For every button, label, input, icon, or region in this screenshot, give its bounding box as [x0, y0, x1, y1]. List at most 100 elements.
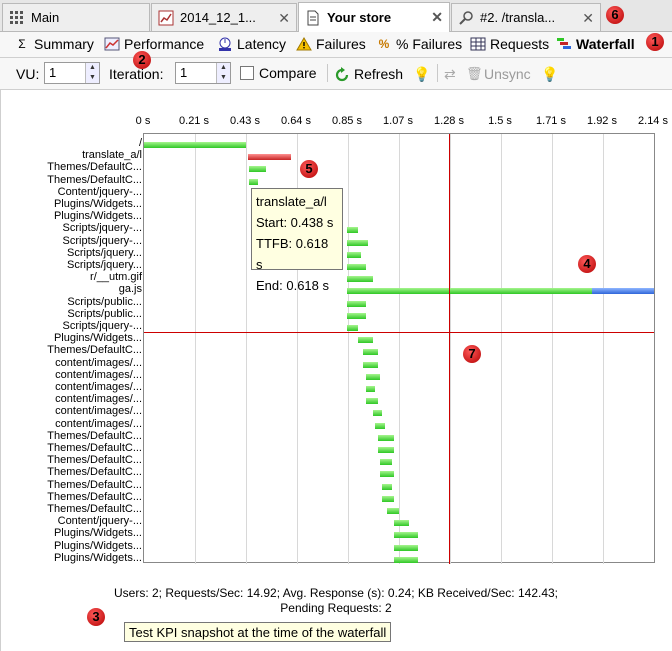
request-row-label[interactable]: Plugins/Widgets...	[53, 332, 142, 345]
request-bar[interactable]	[248, 166, 266, 173]
request-bar[interactable]	[394, 556, 419, 563]
request-bar[interactable]	[365, 398, 378, 405]
vu-stepper[interactable]: 1 ▲ ▼	[44, 62, 100, 84]
tab-report[interactable]: 2014_12_1... ✕	[151, 3, 297, 31]
close-icon[interactable]: ✕	[582, 10, 594, 26]
request-bar[interactable]	[358, 337, 373, 344]
request-row-label[interactable]: content/images/...	[55, 368, 142, 381]
request-row-label[interactable]: Themes/DefaultC...	[47, 173, 142, 186]
request-row-label[interactable]: content/images/...	[55, 381, 142, 393]
request-bar[interactable]	[363, 361, 378, 368]
lightbulb-icon[interactable]: 💡	[541, 66, 559, 82]
request-row-label[interactable]: Scripts/jquery...	[67, 246, 142, 259]
request-row-label[interactable]: r/__utm.gif	[90, 271, 142, 284]
request-row-label[interactable]: Plugins/Widgets...	[53, 210, 142, 223]
request-bar[interactable]	[346, 312, 366, 319]
x-gridline	[399, 134, 400, 564]
report-icon	[158, 10, 174, 26]
request-row-label[interactable]: content/images/...	[55, 417, 142, 430]
request-bar[interactable]	[365, 386, 376, 392]
request-row-label[interactable]: Themes/DefaultC...	[47, 478, 142, 491]
request-row-label[interactable]: Scripts/jquery-...	[62, 320, 142, 332]
request-bar[interactable]	[248, 178, 259, 185]
request-bar[interactable]	[346, 264, 366, 270]
request-bar[interactable]	[394, 520, 409, 527]
pct-failures-button[interactable]: % % Failures	[376, 36, 462, 52]
request-row-label[interactable]: Themes/DefaultC...	[47, 161, 142, 174]
lightbulb-icon[interactable]: 💡	[413, 66, 431, 82]
request-row-label[interactable]: Themes/DefaultC...	[47, 503, 142, 515]
request-bar[interactable]	[382, 483, 392, 490]
request-row-label[interactable]: Plugins/Widgets...	[53, 198, 142, 210]
requests-button[interactable]: Requests	[470, 36, 549, 52]
iteration-stepper[interactable]: 1 ▲ ▼	[175, 62, 231, 84]
tab-main[interactable]: Main	[2, 3, 150, 31]
close-icon[interactable]: ✕	[431, 9, 443, 25]
request-row-label[interactable]: Content/jquery-...	[57, 185, 142, 198]
tab-translate[interactable]: #2. /transla... ✕	[451, 3, 601, 31]
request-bar[interactable]	[346, 300, 366, 307]
request-bar[interactable]	[346, 276, 373, 283]
request-row-label[interactable]: content/images/...	[55, 405, 142, 418]
compare-checkbox[interactable]	[240, 66, 254, 80]
request-row-label[interactable]: Themes/DefaultC...	[47, 454, 142, 467]
request-bar[interactable]	[379, 459, 392, 466]
waterfall-button[interactable]: Waterfall	[556, 36, 635, 52]
request-bar[interactable]	[379, 471, 395, 478]
waterfall-plot[interactable]	[143, 133, 655, 564]
request-row-label[interactable]: Scripts/public...	[67, 295, 142, 308]
request-row-label[interactable]: Themes/DefaultC...	[47, 466, 142, 479]
request-row-label[interactable]: content/images/...	[55, 356, 142, 369]
request-bar[interactable]	[372, 410, 383, 417]
request-row-label[interactable]: Scripts/jquery-...	[62, 222, 142, 235]
request-row-label[interactable]: /	[138, 137, 142, 149]
request-row-label[interactable]: ga.js	[118, 283, 142, 296]
performance-label: Performance	[124, 36, 205, 52]
x-tick-label: 1.28 s	[434, 115, 464, 127]
request-row-label[interactable]: Themes/DefaultC...	[47, 344, 142, 357]
latency-button[interactable]: Latency	[217, 36, 286, 52]
request-row-label[interactable]: Plugins/Widgets...	[53, 551, 142, 564]
request-bar[interactable]	[394, 532, 419, 539]
kpi-stats-line2: Pending Requests: 2	[280, 601, 392, 615]
request-row-label[interactable]: Content/jquery-...	[57, 515, 142, 528]
request-row-label[interactable]: Plugins/Widgets...	[53, 527, 142, 540]
summary-button[interactable]: Σ Summary	[14, 36, 94, 52]
request-bar[interactable]	[394, 544, 419, 551]
compare-label[interactable]: Compare	[259, 65, 317, 81]
request-bar[interactable]	[144, 142, 247, 148]
requests-label: Requests	[490, 36, 550, 52]
request-row-label[interactable]: Themes/DefaultC...	[47, 442, 142, 454]
stepper-arrows-icon[interactable]: ▲ ▼	[216, 63, 230, 83]
request-row-label[interactable]: Scripts/jquery...	[67, 259, 142, 271]
failures-button[interactable]: Failures	[296, 36, 366, 52]
request-bar[interactable]	[377, 447, 395, 453]
request-row-label[interactable]: translate_a/l	[82, 149, 142, 162]
tab-your-store[interactable]: Your store ✕	[298, 2, 450, 32]
performance-button[interactable]: Performance	[104, 36, 204, 52]
x-tick-label: 0.85 s	[332, 115, 362, 127]
request-row-label[interactable]: Scripts/public...	[67, 307, 142, 320]
close-icon[interactable]: ✕	[278, 10, 290, 26]
request-bar[interactable]	[363, 349, 378, 356]
request-bar[interactable]	[346, 227, 359, 234]
stepper-arrows-icon[interactable]: ▲ ▼	[85, 63, 99, 83]
request-bar[interactable]	[346, 251, 361, 258]
refresh-button[interactable]: Refresh	[334, 66, 403, 82]
request-bar[interactable]	[375, 422, 385, 429]
request-bar[interactable]	[377, 434, 395, 441]
request-bar-receive[interactable]	[592, 288, 654, 295]
request-bar[interactable]	[346, 325, 359, 331]
request-row-label[interactable]: content/images/...	[55, 393, 142, 406]
request-bar[interactable]	[387, 508, 399, 514]
request-bar[interactable]	[346, 239, 368, 246]
request-bar[interactable]	[346, 288, 593, 295]
request-bar[interactable]	[248, 154, 292, 161]
request-bar[interactable]	[382, 495, 395, 502]
request-row-label[interactable]: Scripts/jquery-...	[62, 234, 142, 247]
request-bar[interactable]	[365, 373, 380, 380]
request-row-label[interactable]: Themes/DefaultC...	[47, 490, 142, 503]
request-row-label[interactable]: Themes/DefaultC...	[47, 429, 142, 442]
x-tick-label: 0 s	[135, 115, 151, 127]
request-row-label[interactable]: Plugins/Widgets...	[53, 539, 142, 552]
